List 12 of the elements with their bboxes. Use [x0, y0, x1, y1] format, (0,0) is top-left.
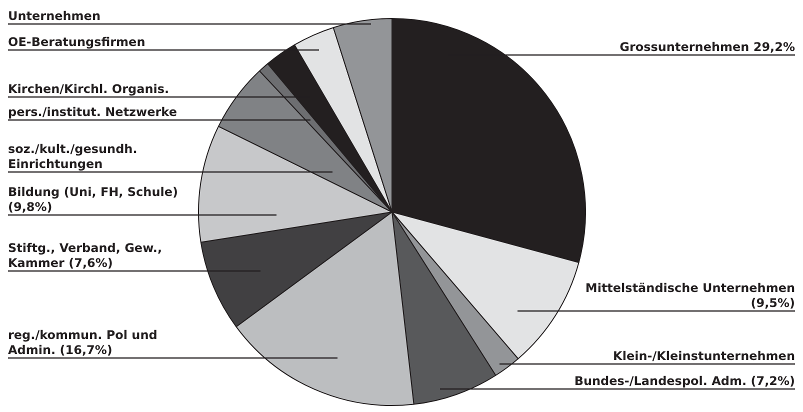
slice-label: OE-Beratungsfirmen — [8, 35, 146, 49]
slice-label: Grossunternehmen 29,2% — [620, 40, 795, 54]
slice-label: Bundes-/Landespol. Adm. (7,2%) — [574, 374, 795, 388]
slice-label: pers./institut. Netzwerke — [8, 105, 177, 119]
slice-label: Kirchen/Kirchl. Organis. — [8, 82, 170, 96]
slice-label: Unternehmen — [8, 9, 100, 23]
slice-label: soz./kult./gesundh. Einrichtungen — [8, 142, 138, 171]
slice-label: Klein-/Kleinstunternehmen — [613, 349, 795, 363]
slice-label: Bildung (Uni, FH, Schule) (9,8%) — [8, 185, 178, 214]
slice-label: Stiftg., Verband, Gew., Kammer (7,6%) — [8, 241, 162, 270]
slice-label: reg./kommun. Pol und Admin. (16,7%) — [8, 328, 158, 357]
slice-label: Mittelständische Unternehmen (9,5%) — [585, 281, 795, 310]
